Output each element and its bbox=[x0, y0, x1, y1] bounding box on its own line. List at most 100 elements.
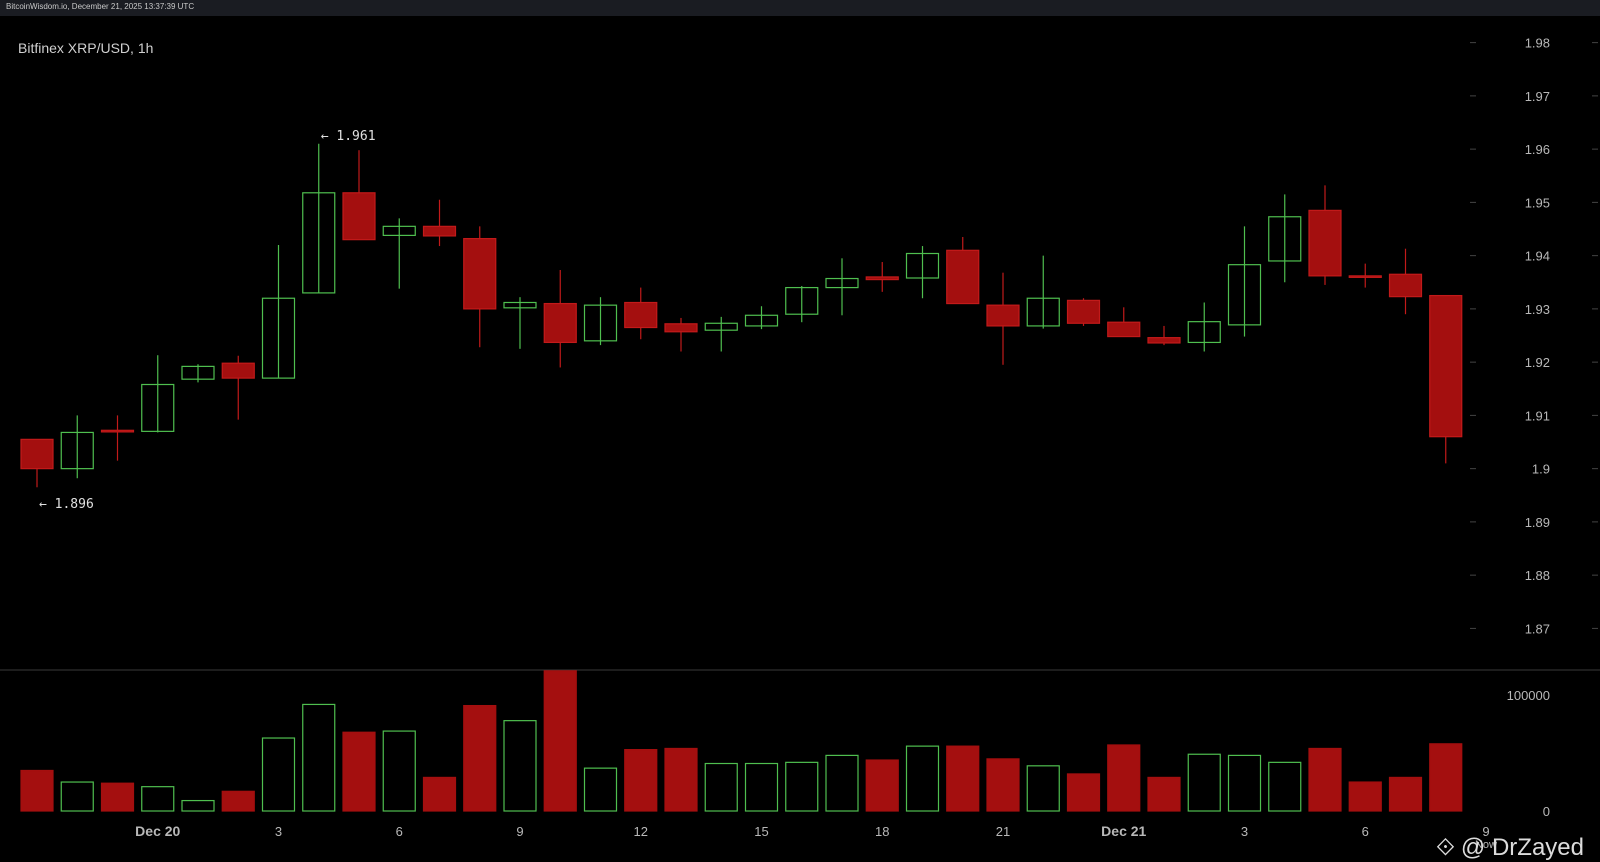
chart-area[interactable]: 1.98 1.97 1.96 1.95 1.94 1.93 1.92 1.91 1.9 1.89 1… bbox=[0, 16, 1600, 861]
candle-body bbox=[986, 304, 1020, 327]
volume-bar bbox=[503, 720, 537, 812]
x-tick-label: 3 bbox=[275, 824, 282, 839]
candle-body bbox=[342, 192, 376, 241]
volume-bar bbox=[744, 762, 779, 812]
y-tick-label: 1.98 bbox=[1525, 36, 1550, 51]
volume-bar bbox=[302, 703, 336, 812]
y-tick-label: 1.91 bbox=[1525, 408, 1550, 423]
candle-body bbox=[1026, 297, 1060, 327]
candle-body bbox=[60, 431, 94, 470]
candle-body bbox=[422, 225, 457, 237]
volume-bar bbox=[100, 782, 135, 812]
candle-body bbox=[905, 252, 940, 279]
source-header: BitcoinWisdom.io, December 21, 2025 13:3… bbox=[0, 0, 1600, 16]
volume-bar bbox=[1066, 773, 1101, 812]
x-tick-label: 15 bbox=[754, 824, 768, 839]
volume-bar bbox=[382, 730, 416, 812]
volume-tick-label: 0 bbox=[1543, 804, 1550, 819]
candle-body bbox=[543, 302, 577, 344]
x-tick-label: 9 bbox=[516, 824, 523, 839]
price-annotation: ← 1.896 bbox=[39, 497, 94, 512]
x-tick-label: 3 bbox=[1241, 824, 1248, 839]
volume-bar bbox=[1268, 761, 1302, 812]
volume-bar bbox=[1107, 744, 1141, 812]
x-tick-label: Dec 21 bbox=[1101, 823, 1146, 839]
binance-logo-icon: ⟐ bbox=[1436, 834, 1455, 861]
volume-bar bbox=[1388, 776, 1423, 812]
candle-body bbox=[744, 314, 779, 327]
volume-bar bbox=[1187, 753, 1221, 812]
volume-bar bbox=[1348, 781, 1382, 812]
candle-body bbox=[261, 297, 296, 379]
volume-layer bbox=[20, 670, 1463, 812]
candle-body bbox=[704, 322, 738, 331]
candle-body bbox=[1227, 264, 1262, 326]
chart-title: Bitfinex XRP/USD, 1h bbox=[18, 40, 154, 56]
x-tick-label: 12 bbox=[634, 824, 648, 839]
candle-body bbox=[1348, 275, 1382, 278]
y-tick-label: 1.9 bbox=[1532, 462, 1550, 477]
candle-body bbox=[302, 192, 336, 294]
y-tick-label: 1.96 bbox=[1525, 142, 1550, 157]
volume-bar bbox=[543, 670, 577, 812]
volume-bar bbox=[1227, 754, 1262, 812]
volume-bar bbox=[624, 749, 658, 812]
axis-layer: 1.98 1.97 1.96 1.95 1.94 1.93 1.92 1.91 1.9 1.89 1… bbox=[135, 36, 1550, 851]
candle-body bbox=[583, 304, 618, 342]
candle-layer bbox=[20, 143, 1463, 488]
volume-bar bbox=[422, 776, 457, 812]
volume-bar bbox=[785, 761, 819, 812]
y-tick-label: 1.89 bbox=[1525, 515, 1550, 530]
volume-bar bbox=[825, 754, 859, 812]
volume-bar bbox=[261, 737, 296, 812]
y-tick-label: 1.94 bbox=[1525, 249, 1550, 264]
candle-body bbox=[382, 225, 416, 236]
y-tick-label: 1.87 bbox=[1525, 621, 1550, 636]
volume-bar bbox=[865, 759, 899, 812]
candlestick-chart[interactable]: 1.98 1.97 1.96 1.95 1.94 1.93 1.92 1.91 1.9 1.89 1… bbox=[0, 16, 1600, 861]
volume-bar bbox=[583, 767, 618, 812]
annotation-layer: ← 1.961 ← 1.896 bbox=[39, 129, 376, 512]
candle-body bbox=[1388, 273, 1423, 298]
candle-body bbox=[624, 301, 658, 329]
watermark-text: @ DrZayed bbox=[1460, 834, 1584, 861]
volume-bar bbox=[664, 747, 698, 812]
volume-bar bbox=[181, 799, 215, 812]
candle-body bbox=[1147, 337, 1181, 344]
volume-bar bbox=[704, 762, 738, 812]
volume-bar bbox=[141, 786, 175, 812]
y-tick-label: 1.95 bbox=[1525, 195, 1550, 210]
candle-body bbox=[785, 286, 819, 315]
volume-bar bbox=[946, 745, 980, 812]
candle-body bbox=[946, 249, 980, 305]
x-tick-label: 6 bbox=[396, 824, 403, 839]
volume-tick-label: 100000 bbox=[1507, 688, 1550, 703]
x-tick-label: 18 bbox=[875, 824, 889, 839]
x-tick-label: 6 bbox=[1362, 824, 1369, 839]
volume-bar bbox=[1147, 776, 1181, 812]
volume-bar bbox=[463, 704, 497, 812]
x-tick-label: Dec 20 bbox=[135, 823, 180, 839]
volume-bar bbox=[1308, 747, 1342, 812]
candle-body bbox=[141, 383, 175, 432]
y-tick-label: 1.92 bbox=[1525, 355, 1550, 370]
candle-body bbox=[1107, 321, 1141, 338]
candle-body bbox=[1268, 216, 1302, 262]
candle-body bbox=[221, 362, 255, 379]
source-timestamp: BitcoinWisdom.io, December 21, 2025 13:3… bbox=[6, 2, 195, 11]
volume-bar bbox=[342, 731, 376, 812]
y-tick-label: 1.97 bbox=[1525, 89, 1550, 104]
grid-layer bbox=[0, 42, 1600, 671]
candle-body bbox=[664, 323, 698, 333]
watermark: ⟐ @ DrZayed bbox=[1436, 834, 1584, 862]
volume-bar bbox=[986, 758, 1020, 812]
price-annotation: ← 1.961 bbox=[321, 129, 376, 144]
volume-bar bbox=[20, 769, 54, 812]
volume-bar bbox=[1026, 765, 1060, 812]
x-tick-label: 21 bbox=[996, 824, 1010, 839]
candle-body bbox=[865, 276, 899, 281]
candle-body bbox=[1429, 294, 1463, 438]
candle-body bbox=[1308, 209, 1342, 277]
candle-body bbox=[100, 429, 135, 433]
y-tick-label: 1.93 bbox=[1525, 302, 1550, 317]
